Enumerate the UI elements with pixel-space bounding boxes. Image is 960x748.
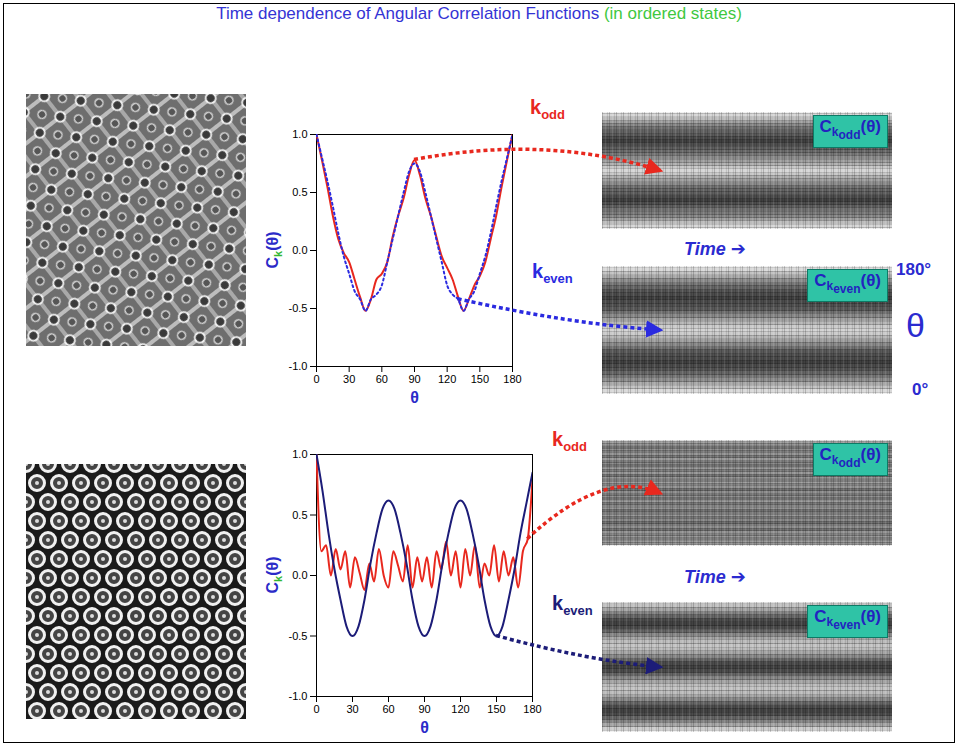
html-text:kodd: kodd	[552, 428, 587, 454]
svg-text:θ: θ	[410, 389, 419, 406]
html-text:keven: keven	[532, 260, 573, 286]
html-text:Time ➔: Time ➔	[684, 239, 746, 259]
svg-text:0: 0	[313, 703, 319, 715]
html-text:keven: keven	[552, 592, 593, 618]
svg-text:0.0: 0.0	[292, 569, 307, 581]
svg-text:1.0: 1.0	[292, 448, 307, 460]
svg-text:150: 150	[487, 703, 505, 715]
svg-text:30: 30	[343, 373, 355, 385]
svg-text:90: 90	[408, 373, 420, 385]
html-text:0°: 0°	[912, 380, 929, 399]
svg-text:180: 180	[523, 703, 541, 715]
svg-text:-0.5: -0.5	[289, 630, 308, 642]
html-text:Ckodd(θ): Ckodd(θ)	[819, 445, 881, 471]
svg-text:-1.0: -1.0	[289, 690, 308, 702]
svg-text:θ: θ	[420, 719, 429, 736]
html-text:Ckeven(θ): Ckeven(θ)	[814, 271, 881, 297]
svg-text:150: 150	[471, 373, 489, 385]
html-text:θ: θ	[906, 306, 925, 344]
svg-text:60: 60	[382, 703, 394, 715]
svg-text:0.5: 0.5	[292, 509, 307, 521]
svg-text:180: 180	[503, 373, 521, 385]
html-text:Ckeven(θ): Ckeven(θ)	[814, 607, 881, 633]
svg-text:0.0: 0.0	[292, 244, 307, 256]
html-text:Time dependence of Angular Cor: Time dependence of Angular Correlation F…	[216, 4, 742, 23]
svg-text:30: 30	[346, 703, 358, 715]
svg-text:-1.0: -1.0	[289, 360, 308, 372]
svg-text:60: 60	[376, 373, 388, 385]
svg-text:0: 0	[313, 373, 319, 385]
html-text:Time ➔: Time ➔	[684, 567, 746, 587]
html-text:180°: 180°	[896, 260, 932, 279]
svg-text:-0.5: -0.5	[289, 302, 308, 314]
html-text:Ckodd(θ): Ckodd(θ)	[819, 117, 881, 143]
html-text:kodd: kodd	[530, 96, 565, 122]
svg-text:0.5: 0.5	[292, 186, 307, 198]
svg-text:120: 120	[438, 373, 456, 385]
svg-text:Ck(θ): Ck(θ)	[264, 232, 284, 269]
svg-text:90: 90	[418, 703, 430, 715]
svg-text:1.0: 1.0	[292, 128, 307, 140]
svg-text:Ck(θ): Ck(θ)	[264, 557, 284, 594]
svg-text:120: 120	[451, 703, 469, 715]
